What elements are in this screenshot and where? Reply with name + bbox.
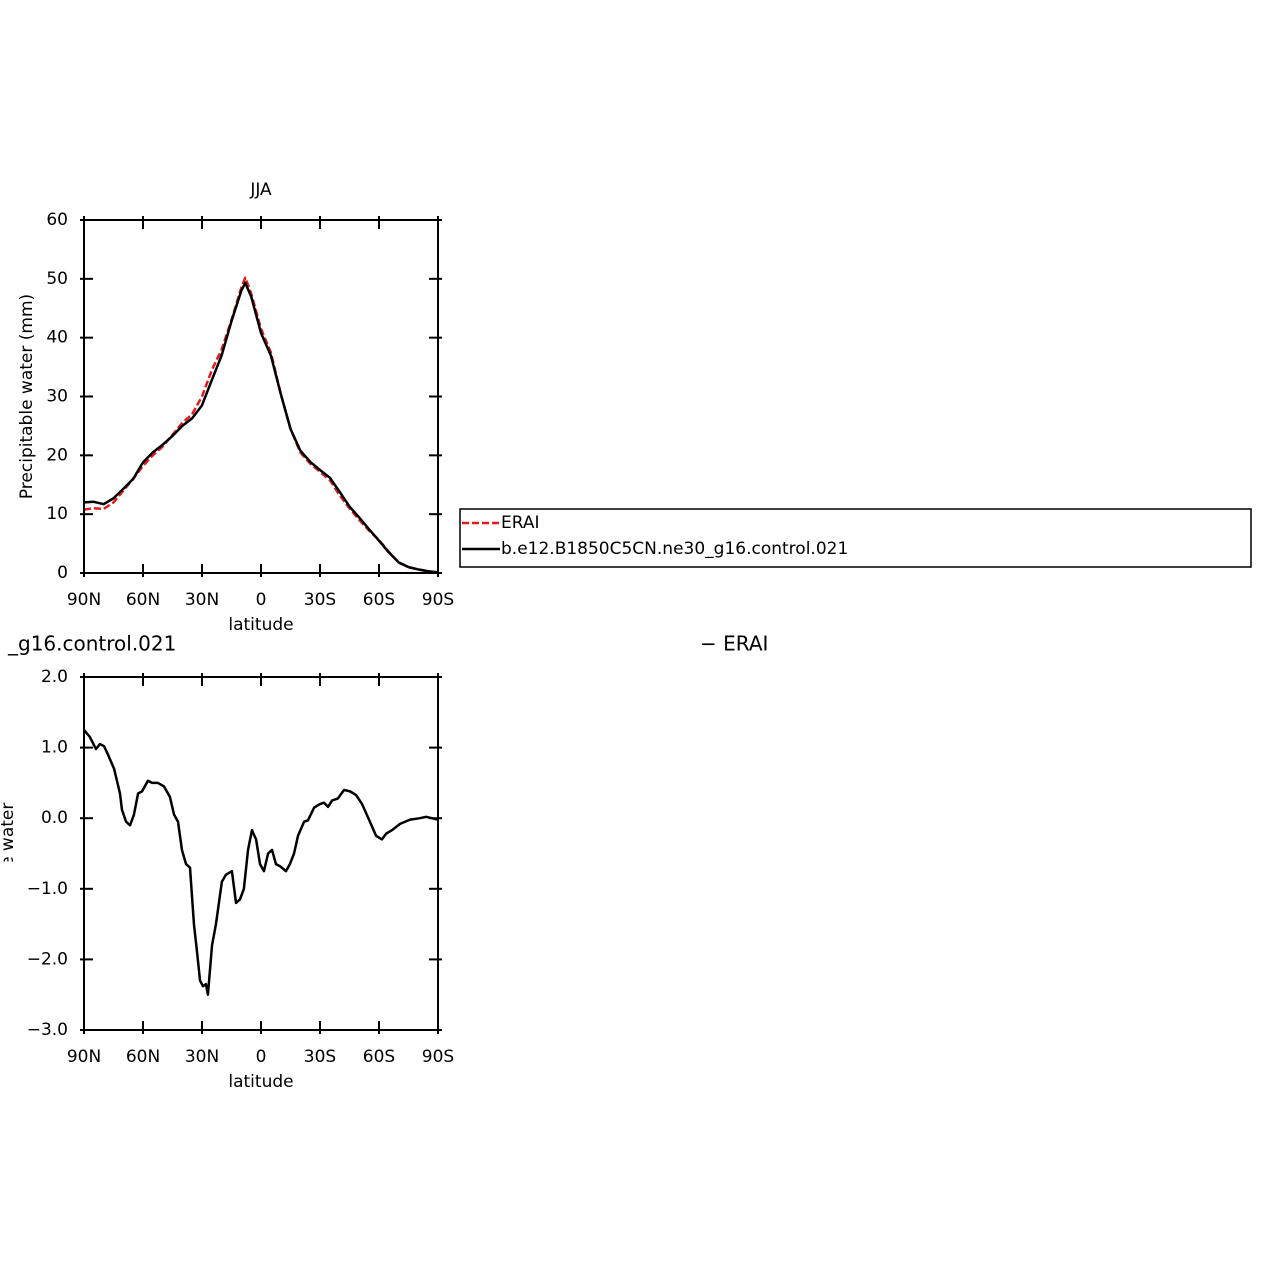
x-axis-label: latitude — [228, 615, 293, 635]
x-tick-label: 60S — [363, 590, 395, 610]
data-line — [83, 281, 439, 574]
y-tick-label: 10 — [46, 504, 68, 524]
x-tick-label: 60N — [126, 590, 160, 610]
legend-label: ERAI — [501, 513, 540, 533]
plot: 0 10 20 30 40 50 60 90N 60N 30N 0 30S 60S 90S latitude… — [17, 180, 454, 635]
y-tick-label: −3.0 — [27, 1020, 68, 1040]
y-tick-label: −2.0 — [27, 949, 68, 969]
y-tick-label: 0.0 — [41, 808, 68, 828]
x-tick-label: 30N — [185, 1047, 219, 1067]
plot-frame — [83, 219, 439, 574]
y-axis-label: Precipitable water (mm) — [0, 751, 18, 956]
chart-title: JJA — [249, 180, 272, 200]
y-tick-label: −1.0 — [27, 879, 68, 899]
x-tick-label: 30S — [304, 590, 336, 610]
plot-frame — [83, 676, 439, 1031]
y-tick-label: 0 — [57, 563, 68, 583]
x-tick-label: 0 — [256, 1047, 267, 1067]
x-tick-label: 90S — [422, 590, 454, 610]
x-tick-label: 90N — [67, 590, 101, 610]
plot: 2.0 1.0 0.0 −1.0 −2.0 −3.0 90N 60N 30N 0 30S 60S 90S… — [0, 632, 768, 1093]
y-tick-label: 30 — [46, 387, 68, 407]
y-tick-label: 40 — [46, 328, 68, 348]
data-line — [83, 276, 439, 575]
y-axis-label: Precipitable water (mm) — [17, 294, 37, 499]
data-line — [83, 729, 439, 996]
legend-label: b.e12.B1850C5CN.ne30_g16.control.021 — [501, 539, 848, 559]
y-tick-label: 50 — [46, 269, 68, 289]
y-tick-label: 2.0 — [41, 667, 68, 687]
x-tick-label: 90S — [422, 1047, 454, 1067]
x-axis-label: latitude — [228, 1072, 293, 1092]
y-tick-label: 1.0 — [41, 738, 68, 758]
x-tick-label: 30S — [304, 1047, 336, 1067]
x-tick-label: 90N — [67, 1047, 101, 1067]
x-tick-label: 60S — [363, 1047, 395, 1067]
chart-title-part: − ERAI — [700, 632, 768, 656]
y-tick-label: 60 — [46, 210, 68, 230]
x-tick-label: 0 — [256, 590, 267, 610]
x-tick-label: 30N — [185, 590, 219, 610]
y-tick-label: 20 — [46, 445, 68, 465]
x-tick-label: 60N — [126, 1047, 160, 1067]
chart-title-part: _g16.control.021 — [7, 632, 176, 656]
legend-box — [459, 508, 1252, 568]
